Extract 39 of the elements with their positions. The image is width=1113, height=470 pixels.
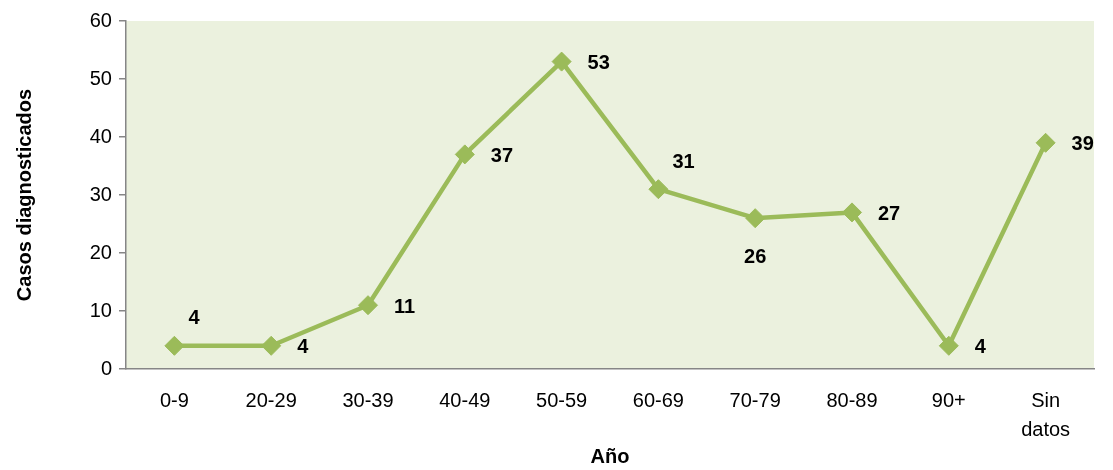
y-tick-label: 10 xyxy=(89,298,112,321)
data-label: 4 xyxy=(297,335,310,358)
point xyxy=(842,202,862,223)
x-tick-label: 30-39 xyxy=(342,389,394,412)
x-tick-label: 50-59 xyxy=(536,389,588,412)
y-tick-label: 50 xyxy=(89,66,112,89)
x-tick-label: 0-9 xyxy=(159,389,189,412)
data-label: 26 xyxy=(744,244,767,267)
y-tick-label: 30 xyxy=(89,182,112,205)
x-tick-label: Sin datos xyxy=(1021,389,1071,441)
point xyxy=(454,144,475,165)
x-tick-label: 80-89 xyxy=(826,389,878,412)
y-tick-label: 40 xyxy=(89,124,112,147)
data-label: 39 xyxy=(1071,132,1094,155)
x-tick-label: 90+ xyxy=(931,389,966,412)
y-axis-title: Casos diagnosticados xyxy=(12,88,35,302)
point xyxy=(164,335,185,356)
point xyxy=(358,295,378,316)
point xyxy=(745,208,766,229)
point xyxy=(648,179,669,200)
data-label: 31 xyxy=(672,149,695,172)
point xyxy=(1035,132,1056,153)
data-label: 4 xyxy=(188,306,201,329)
y-tick-label: 60 xyxy=(89,8,112,31)
data-label: 53 xyxy=(587,51,610,74)
x-tick-label: 20-29 xyxy=(245,389,297,412)
point xyxy=(551,51,572,72)
x-tick-label: 60-69 xyxy=(632,389,684,412)
data-label: 11 xyxy=(394,294,416,317)
data-label: 4 xyxy=(974,335,987,358)
y-tick-label: 0 xyxy=(100,356,112,379)
data-label: 37 xyxy=(490,143,514,166)
x-tick-label: 70-79 xyxy=(729,389,781,412)
x-axis-title: Año xyxy=(590,444,630,467)
y-tick-label: 20 xyxy=(89,240,112,263)
point xyxy=(938,335,959,356)
data-label: 27 xyxy=(878,201,901,224)
point xyxy=(261,335,282,356)
x-tick-label: 40-49 xyxy=(439,389,491,412)
